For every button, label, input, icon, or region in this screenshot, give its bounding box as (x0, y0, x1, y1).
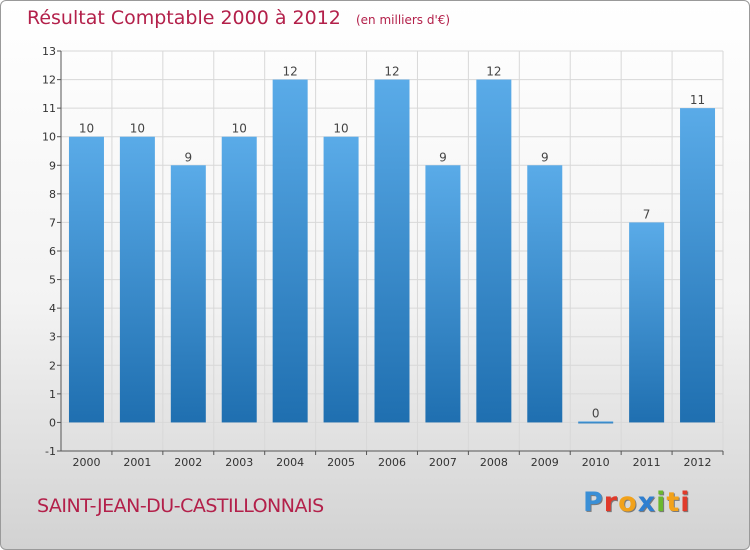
x-tick-label: 2002 (174, 456, 202, 469)
logo-letter: i (656, 487, 667, 518)
data-label: 10 (333, 122, 348, 136)
data-label: 7 (643, 207, 651, 221)
y-tick-label: 12 (42, 74, 56, 87)
data-label: 12 (384, 65, 399, 79)
bar (68, 136, 104, 423)
data-label: 9 (439, 150, 447, 164)
x-tick-label: 2011 (633, 456, 661, 469)
bar (629, 222, 665, 423)
y-tick-label: 11 (42, 102, 56, 115)
data-label: 0 (592, 406, 600, 420)
y-tick-label: 2 (49, 359, 56, 372)
y-tick-label: -1 (45, 445, 56, 458)
x-tick-label: 2012 (684, 456, 712, 469)
x-tick-label: 2004 (276, 456, 304, 469)
x-tick-label: 2003 (225, 456, 253, 469)
chart-title: Résultat Comptable 2000 à 2012 (27, 7, 341, 29)
bar (680, 108, 716, 423)
x-tick-label: 2010 (582, 456, 610, 469)
x-tick-label: 2001 (123, 456, 151, 469)
x-tick-label: 2006 (378, 456, 406, 469)
logo-letter: i (680, 487, 691, 518)
title-row: Résultat Comptable 2000 à 2012 (en milli… (27, 7, 450, 29)
bar (272, 79, 308, 423)
bar (221, 136, 257, 423)
commune-name: SAINT-JEAN-DU-CASTILLONNAIS (37, 495, 324, 517)
x-tick-label: 2008 (480, 456, 508, 469)
bar (476, 79, 512, 423)
proxiti-logo: Proxiti (583, 487, 691, 518)
y-tick-label: 10 (42, 131, 56, 144)
bar (425, 165, 461, 423)
bar (527, 165, 563, 423)
y-tick-label: 5 (49, 274, 56, 287)
y-tick-label: 13 (42, 45, 56, 58)
bar (374, 79, 410, 423)
y-tick-label: 8 (49, 188, 56, 201)
data-label: 10 (130, 122, 145, 136)
y-tick-label: 6 (49, 245, 56, 258)
data-label: 11 (690, 93, 705, 107)
y-tick-label: 0 (49, 416, 56, 429)
data-label: 10 (232, 122, 247, 136)
x-tick-label: 2007 (429, 456, 457, 469)
logo-letter: t (666, 487, 681, 518)
data-label: 12 (486, 65, 501, 79)
bar (170, 165, 206, 423)
x-tick-label: 2009 (531, 456, 559, 469)
x-tick-label: 2005 (327, 456, 355, 469)
x-tick-label: 2000 (72, 456, 100, 469)
bar (119, 136, 155, 423)
logo-letter: o (618, 487, 638, 518)
logo-letter: r (603, 487, 619, 518)
y-tick-label: 7 (49, 216, 56, 229)
y-tick-label: 3 (49, 331, 56, 344)
data-label: 10 (79, 122, 94, 136)
data-label: 12 (283, 65, 298, 79)
bar (323, 136, 359, 423)
y-tick-label: 1 (49, 388, 56, 401)
data-label: 9 (541, 150, 549, 164)
logo-letter: x (637, 487, 657, 518)
logo-letter: P (583, 487, 604, 518)
data-label: 9 (184, 150, 192, 164)
chart-unit: (en milliers d'€) (355, 13, 451, 27)
y-tick-label: 9 (49, 159, 56, 172)
bar (578, 421, 614, 424)
y-tick-label: 4 (49, 302, 56, 315)
